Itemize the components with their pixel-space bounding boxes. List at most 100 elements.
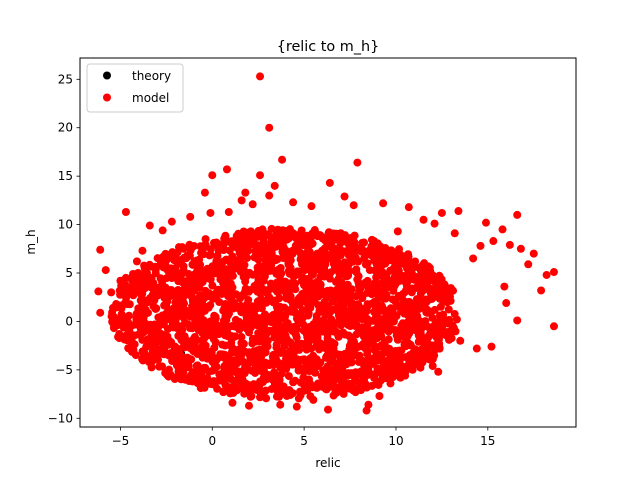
model-point [167,316,176,325]
model-point [141,351,150,360]
model-point [214,330,223,339]
model-point [160,346,169,355]
model-point [516,244,525,253]
model-point [316,358,325,367]
model-point [224,292,233,301]
model-point [342,285,351,294]
model-point [128,331,137,340]
model-point [215,376,224,385]
model-point [317,327,326,336]
model-point [291,279,300,288]
model-point [319,374,328,383]
model-point [425,263,434,272]
model-point [308,292,317,301]
model-point [241,277,250,286]
model-point [236,294,245,303]
model-point [189,278,198,287]
model-point [221,312,230,321]
y-tick-label: 10 [58,218,73,232]
model-point [398,319,407,328]
model-point [245,322,254,331]
model-point [306,325,315,334]
model-point [292,402,301,411]
model-point [358,291,367,300]
model-point [376,330,385,339]
model-point [151,269,160,278]
model-point [291,343,300,352]
model-point [212,362,221,371]
model-point [374,258,383,267]
legend-label-theory: theory [132,69,171,83]
model-point [349,201,358,210]
model-point [190,286,199,295]
model-point [214,240,223,249]
model-point [248,200,257,209]
model-point [125,300,134,309]
model-point [312,320,321,329]
model-point [256,171,265,180]
model-point [447,328,456,337]
model-point [255,320,264,329]
x-tick-label: 0 [208,434,216,448]
model-point [260,288,269,297]
model-point [339,389,348,398]
model-point [454,207,463,216]
model-point [372,273,381,282]
model-point [240,237,249,246]
model-point [332,388,341,397]
model-point [383,256,392,265]
model-point [347,358,356,367]
model-point [116,276,125,285]
model-point [384,348,393,357]
model-point [96,308,105,317]
model-point [362,406,371,415]
model-point [170,288,179,297]
model-point [498,225,507,234]
model-point [139,313,148,322]
model-point [167,274,176,283]
model-point [158,311,167,320]
model-point [355,282,364,291]
plot-frame [79,57,577,428]
model-point [153,290,162,299]
model-point [366,250,375,259]
model-point [444,294,453,303]
model-point [230,322,239,331]
model-point [195,255,204,264]
model-point [305,367,314,376]
model-point [223,373,232,382]
model-point [418,261,427,270]
model-point [236,301,245,310]
model-point [284,372,293,381]
chart-title: {relic to m_h} [277,39,380,55]
model-point [341,351,350,360]
model-point [349,379,358,388]
model-point [208,281,217,290]
model-point [155,362,164,371]
model-point [430,219,439,228]
model-point [250,380,259,389]
model-point [176,273,185,282]
y-tick-label: 0 [65,314,73,328]
model-point [259,238,268,247]
model-point [142,325,151,334]
model-point [311,228,320,237]
model-point [271,298,280,307]
model-point [167,264,176,273]
model-point [347,302,356,311]
model-point [293,267,302,276]
model-point [328,297,337,306]
model-point [121,207,130,216]
model-point [94,287,103,296]
model-point [224,207,233,216]
model-point [257,295,266,304]
model-point [489,237,498,246]
model-point [439,310,448,319]
model-point [192,361,201,370]
model-point [369,340,378,349]
model-point [428,361,437,370]
model-point [186,322,195,331]
model-point [197,248,206,257]
model-point [152,304,161,313]
model-point [285,347,294,356]
